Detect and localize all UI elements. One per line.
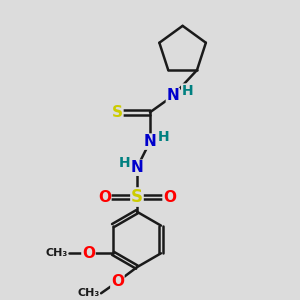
- Text: O: O: [98, 190, 111, 205]
- Text: O: O: [111, 274, 124, 289]
- Text: O: O: [82, 246, 95, 261]
- Text: H: H: [182, 84, 193, 98]
- Text: H: H: [158, 130, 170, 144]
- Text: N: N: [130, 160, 143, 175]
- Text: CH₃: CH₃: [77, 288, 100, 298]
- Text: S: S: [131, 188, 143, 206]
- Text: O: O: [163, 190, 176, 205]
- Text: CH₃: CH₃: [45, 248, 67, 258]
- Text: H: H: [119, 156, 130, 170]
- Text: S: S: [112, 105, 123, 120]
- Text: N: N: [167, 88, 179, 104]
- Text: N: N: [144, 134, 156, 149]
